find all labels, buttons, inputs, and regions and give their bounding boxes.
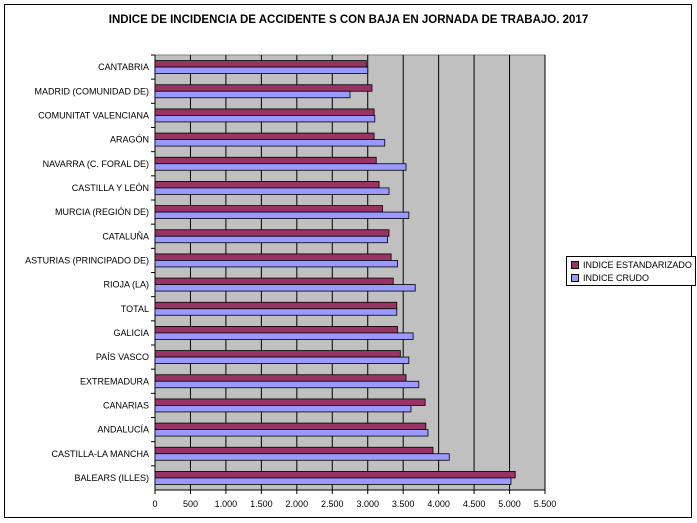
category-label: PAÍS VASCO [96, 352, 149, 362]
bar-crudo [154, 139, 386, 147]
bar-crudo [154, 453, 450, 461]
category-label: CANARIAS [103, 400, 149, 410]
bar-crudo [154, 163, 407, 171]
bar-crudo [154, 332, 414, 340]
legend-swatch-crudo [571, 274, 579, 282]
category-label: MADRID (COMUNIDAD DE) [35, 86, 150, 96]
bar-estandarizado [154, 422, 427, 430]
category-label: ANDALUCÍA [97, 425, 149, 435]
bar-crudo [154, 115, 376, 123]
bar-estandarizado [154, 205, 384, 213]
category-label: CASTILLA-LA MANCHA [51, 449, 149, 459]
bar-crudo [154, 284, 416, 292]
x-tick-label: 5.500 [534, 499, 557, 509]
x-tick-label: 5.000 [498, 499, 521, 509]
bar-crudo [154, 260, 398, 268]
category-label: CATALUÑA [102, 231, 149, 241]
legend: INDICE ESTANDARIZADO INDICE CRUDO [566, 256, 696, 286]
bar-estandarizado [154, 350, 401, 358]
category-label: EXTREMADURA [80, 376, 149, 386]
category-label: COMUNITAT VALENCIANA [38, 110, 149, 120]
bar-estandarizado [154, 181, 380, 189]
x-tick-label: 3.000 [356, 499, 379, 509]
x-tick-label: 2.000 [286, 499, 309, 509]
category-label: MURCIA (REGIÓN DE) [55, 207, 149, 217]
category-label: RIOJA (LA) [103, 280, 149, 290]
x-tick-label: 1.500 [250, 499, 273, 509]
x-tick-label: 3.500 [392, 499, 415, 509]
bar-crudo [154, 356, 410, 364]
chart-title: INDICE DE INCIDENCIA DE ACCIDENTE S CON … [108, 14, 589, 26]
x-tick-label: 4.000 [427, 499, 450, 509]
bar-crudo [154, 66, 369, 74]
bar-estandarizado [154, 108, 375, 116]
bar-estandarizado [154, 156, 377, 165]
bar-crudo [154, 211, 410, 219]
bar-crudo [154, 405, 412, 413]
legend-item-crudo: INDICE CRUDO [571, 272, 649, 284]
legend-label-crudo: INDICE CRUDO [583, 273, 650, 283]
bar-crudo [154, 380, 420, 389]
bar-estandarizado [154, 60, 367, 68]
bar-estandarizado [154, 374, 407, 382]
bar-crudo [154, 187, 390, 195]
category-label: CANTABRIA [98, 62, 149, 72]
category-label: NAVARRA (C. FORAL DE) [43, 159, 149, 169]
legend-item-estandarizado: INDICE ESTANDARIZADO [571, 259, 692, 271]
category-label: GALICIA [113, 328, 149, 338]
bar-estandarizado [154, 301, 398, 310]
category-label: TOTAL [121, 304, 149, 314]
x-tick-label: 500 [183, 499, 198, 509]
x-tick-label: 4.500 [463, 499, 486, 509]
bar-estandarizado [154, 471, 516, 479]
bar-estandarizado [154, 132, 375, 140]
x-tick-label: 0 [152, 499, 157, 509]
bar-estandarizado [154, 229, 390, 237]
bar-estandarizado [154, 446, 434, 455]
category-label: ARAGÓN [110, 135, 149, 145]
bar-crudo [154, 429, 429, 437]
bar-crudo [154, 308, 398, 316]
category-label: ASTURIAS (PRINCIPADO DE) [25, 255, 149, 265]
category-label: CASTILLA Y LEÓN [72, 183, 149, 193]
bar-estandarizado [154, 326, 398, 334]
bar-estandarizado [154, 277, 394, 285]
category-label: BALEARS (ILLES) [74, 473, 149, 483]
bar-crudo [154, 477, 512, 485]
bar-estandarizado [154, 398, 426, 406]
x-tick-label: 2.500 [321, 499, 344, 509]
bar-estandarizado [154, 253, 392, 261]
legend-label-estandarizado: INDICE ESTANDARIZADO [583, 260, 692, 270]
plot-area [154, 54, 546, 491]
bar-estandarizado [154, 84, 373, 92]
legend-swatch-estandarizado [571, 261, 579, 269]
x-tick-label: 1.000 [215, 499, 238, 509]
bar-crudo [154, 90, 351, 99]
bar-crudo [154, 235, 388, 244]
